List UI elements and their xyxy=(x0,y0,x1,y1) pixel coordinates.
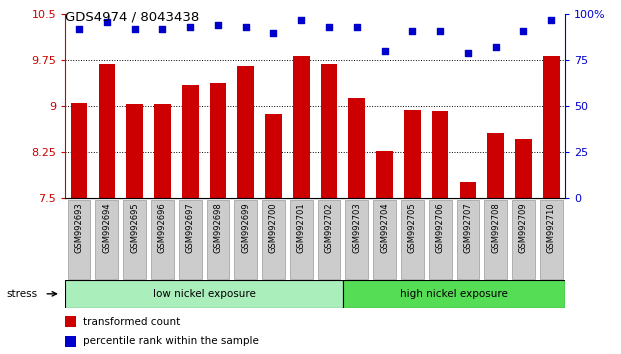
Text: GSM992695: GSM992695 xyxy=(130,202,139,253)
FancyBboxPatch shape xyxy=(512,200,535,279)
Point xyxy=(130,26,140,32)
Bar xyxy=(376,151,393,198)
Point xyxy=(435,28,445,34)
Text: GSM992701: GSM992701 xyxy=(297,202,306,253)
Bar xyxy=(65,280,343,308)
Bar xyxy=(543,56,560,198)
FancyBboxPatch shape xyxy=(290,200,312,279)
Text: GSM992708: GSM992708 xyxy=(491,202,500,253)
Bar xyxy=(182,85,199,198)
FancyBboxPatch shape xyxy=(68,200,91,279)
Text: GSM992705: GSM992705 xyxy=(408,202,417,253)
Text: GSM992704: GSM992704 xyxy=(380,202,389,253)
Text: GSM992702: GSM992702 xyxy=(325,202,333,253)
Text: stress: stress xyxy=(6,289,37,299)
Bar xyxy=(154,104,171,198)
Text: high nickel exposure: high nickel exposure xyxy=(400,289,508,299)
Text: GSM992709: GSM992709 xyxy=(519,202,528,253)
Point xyxy=(74,26,84,32)
FancyBboxPatch shape xyxy=(345,200,368,279)
Bar xyxy=(71,103,88,198)
Bar xyxy=(126,104,143,198)
FancyBboxPatch shape xyxy=(207,200,229,279)
Bar xyxy=(265,114,282,198)
Bar xyxy=(99,64,116,198)
Point xyxy=(241,24,251,30)
Point xyxy=(491,45,501,50)
Bar xyxy=(237,66,254,198)
Text: GSM992700: GSM992700 xyxy=(269,202,278,253)
Bar xyxy=(432,111,448,198)
Bar xyxy=(320,64,337,198)
Text: GSM992698: GSM992698 xyxy=(214,202,222,253)
Bar xyxy=(487,133,504,198)
FancyBboxPatch shape xyxy=(179,200,202,279)
FancyBboxPatch shape xyxy=(96,200,118,279)
Point xyxy=(379,48,389,54)
FancyBboxPatch shape xyxy=(456,200,479,279)
Bar xyxy=(343,280,565,308)
Text: low nickel exposure: low nickel exposure xyxy=(153,289,255,299)
Text: GDS4974 / 8043438: GDS4974 / 8043438 xyxy=(65,11,199,24)
Point xyxy=(268,30,278,35)
Text: percentile rank within the sample: percentile rank within the sample xyxy=(83,336,258,346)
Text: GSM992699: GSM992699 xyxy=(241,202,250,253)
Point xyxy=(519,28,528,34)
Point xyxy=(352,24,362,30)
Text: GSM992710: GSM992710 xyxy=(546,202,556,253)
Bar xyxy=(515,139,532,198)
Point xyxy=(158,26,168,32)
Point xyxy=(324,24,334,30)
Bar xyxy=(348,98,365,198)
FancyBboxPatch shape xyxy=(234,200,257,279)
FancyBboxPatch shape xyxy=(540,200,563,279)
Point xyxy=(546,17,556,23)
FancyBboxPatch shape xyxy=(318,200,340,279)
Text: GSM992703: GSM992703 xyxy=(352,202,361,253)
Bar xyxy=(404,110,420,198)
FancyBboxPatch shape xyxy=(262,200,285,279)
Text: GSM992706: GSM992706 xyxy=(436,202,445,253)
Point xyxy=(407,28,417,34)
FancyBboxPatch shape xyxy=(373,200,396,279)
Point xyxy=(463,50,473,56)
Bar xyxy=(460,182,476,198)
Text: GSM992696: GSM992696 xyxy=(158,202,167,253)
Bar xyxy=(293,56,310,198)
Text: GSM992697: GSM992697 xyxy=(186,202,194,253)
Point xyxy=(213,22,223,28)
Text: GSM992707: GSM992707 xyxy=(463,202,473,253)
Point xyxy=(185,24,195,30)
FancyBboxPatch shape xyxy=(123,200,146,279)
Text: GSM992694: GSM992694 xyxy=(102,202,111,253)
FancyBboxPatch shape xyxy=(484,200,507,279)
FancyBboxPatch shape xyxy=(428,200,451,279)
Text: GSM992693: GSM992693 xyxy=(75,202,84,253)
Bar xyxy=(210,83,226,198)
Text: transformed count: transformed count xyxy=(83,317,180,327)
Point xyxy=(102,19,112,24)
FancyBboxPatch shape xyxy=(401,200,424,279)
Point xyxy=(296,17,306,23)
FancyBboxPatch shape xyxy=(151,200,174,279)
